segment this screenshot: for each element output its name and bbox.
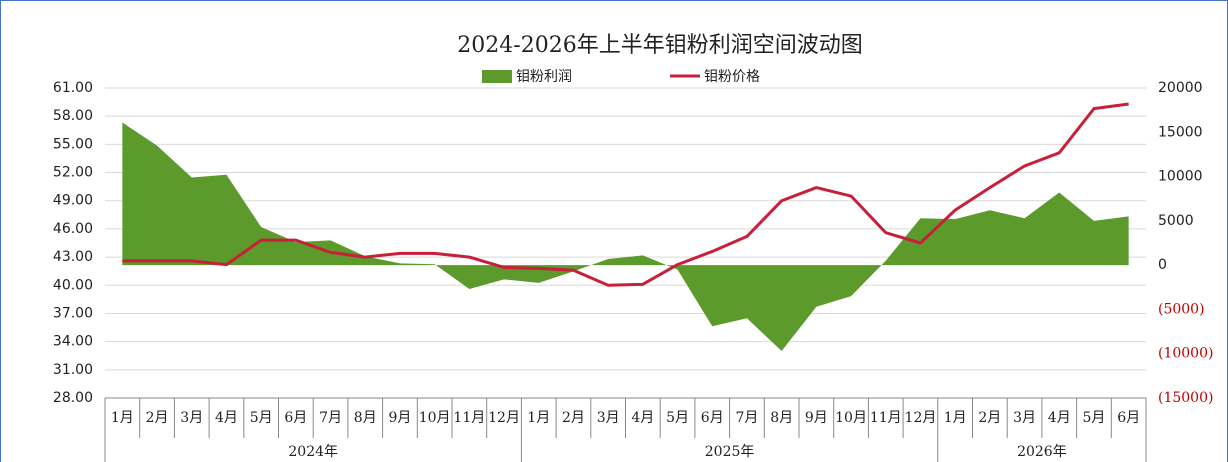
y2-tick-label: (10000) bbox=[1158, 346, 1213, 362]
price-line bbox=[122, 102, 1129, 287]
y-tick-label: 28.00 bbox=[53, 390, 93, 406]
x-tick-label: 4月 bbox=[1048, 410, 1071, 426]
y-tick-label: 61.00 bbox=[53, 80, 93, 96]
x-group-label: 2024年 bbox=[288, 444, 338, 460]
y2-tick-label: (15000) bbox=[1158, 390, 1213, 406]
x-tick-label: 9月 bbox=[388, 410, 411, 426]
x-tick-label: 5月 bbox=[1082, 410, 1105, 426]
y-tick-label: 37.00 bbox=[53, 305, 93, 321]
x-tick-label: 3月 bbox=[180, 410, 203, 426]
x-tick-label: 1月 bbox=[527, 410, 550, 426]
x-tick-label: 2月 bbox=[562, 410, 585, 426]
x-tick-label: 11月 bbox=[453, 410, 485, 426]
x-tick-label: 6月 bbox=[701, 410, 724, 426]
profit-area bbox=[122, 122, 1129, 352]
x-tick-label: 3月 bbox=[1013, 410, 1036, 426]
x-tick-label: 8月 bbox=[770, 410, 793, 426]
x-group-label: 2025年 bbox=[705, 444, 755, 460]
x-tick-label: 7月 bbox=[319, 410, 342, 426]
x-tick-label: 6月 bbox=[284, 410, 307, 426]
y2-tick-label: 0 bbox=[1158, 257, 1167, 273]
legend-label: 钼粉价格 bbox=[704, 69, 760, 85]
x-tick-label: 12月 bbox=[488, 410, 520, 426]
x-tick-label: 8月 bbox=[354, 410, 377, 426]
x-tick-label: 10月 bbox=[419, 410, 451, 426]
x-tick-label: 1月 bbox=[944, 410, 967, 426]
y2-tick-label: 10000 bbox=[1158, 169, 1203, 185]
y-tick-label: 43.00 bbox=[53, 249, 93, 265]
x-tick-label: 5月 bbox=[666, 410, 689, 426]
legend-swatch bbox=[482, 70, 512, 83]
x-tick-label: 10月 bbox=[835, 410, 867, 426]
x-tick-label: 6月 bbox=[1117, 410, 1140, 426]
x-tick-label: 12月 bbox=[905, 410, 937, 426]
y-tick-label: 52.00 bbox=[53, 165, 93, 181]
x-tick-label: 5月 bbox=[250, 410, 273, 426]
x-tick-label: 4月 bbox=[631, 410, 654, 426]
y2-tick-label: 15000 bbox=[1158, 124, 1203, 140]
x-tick-label: 4月 bbox=[215, 410, 238, 426]
y2-tick-label: 5000 bbox=[1158, 213, 1194, 229]
x-group-label: 2026年 bbox=[1017, 444, 1067, 460]
x-tick-label: 2月 bbox=[978, 410, 1001, 426]
x-tick-label: 7月 bbox=[735, 410, 758, 426]
y2-tick-label: 20000 bbox=[1158, 80, 1203, 96]
chart-title: 2024-2026年上半年钼粉利润空间波动图 bbox=[457, 33, 862, 58]
y-tick-label: 58.00 bbox=[53, 108, 93, 124]
x-tick-label: 1月 bbox=[111, 410, 134, 426]
y-tick-label: 34.00 bbox=[53, 334, 93, 350]
y-tick-label: 31.00 bbox=[53, 362, 93, 378]
legend-label: 钼粉利润 bbox=[516, 69, 572, 85]
y-tick-label: 40.00 bbox=[53, 277, 93, 293]
x-tick-label: 9月 bbox=[805, 410, 828, 426]
x-tick-label: 2月 bbox=[146, 410, 169, 426]
y2-tick-label: (5000) bbox=[1158, 301, 1205, 317]
y-tick-label: 49.00 bbox=[53, 193, 93, 209]
y-tick-label: 55.00 bbox=[53, 136, 93, 152]
y-tick-label: 46.00 bbox=[53, 221, 93, 237]
x-tick-label: 3月 bbox=[597, 410, 620, 426]
x-tick-label: 11月 bbox=[870, 410, 902, 426]
